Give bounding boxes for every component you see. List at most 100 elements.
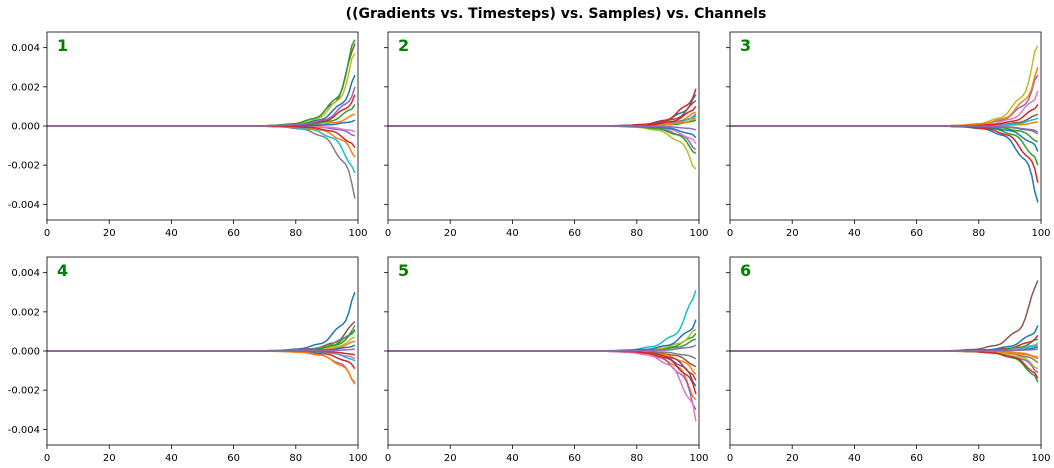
series-line: [730, 350, 1039, 374]
series-group: [47, 291, 356, 385]
series-line: [730, 325, 1039, 352]
y-tick-label: -0.004: [8, 200, 40, 211]
x-tick-label: 0: [385, 228, 391, 239]
series-line: [388, 350, 697, 422]
x-tick-label: 60: [227, 228, 240, 239]
x-tick-label: 60: [568, 453, 581, 464]
series-line: [47, 39, 356, 127]
series-line: [47, 53, 356, 127]
y-tick-label: 0.000: [11, 347, 40, 358]
panel-number-label: 4: [57, 261, 68, 280]
x-tick-label: 80: [630, 228, 643, 239]
series-line: [730, 125, 1039, 183]
series-line: [388, 344, 697, 352]
x-tick-label: 100: [689, 228, 708, 239]
panel-4: 0 20 40 60 80 100 -0.004 -0.002 0.000 0.002 0.004 4: [8, 256, 368, 464]
series-group: [730, 45, 1039, 203]
series-line: [47, 348, 356, 352]
series-line: [47, 125, 356, 174]
series-group: [388, 290, 697, 422]
y-tick-label: -0.004: [8, 425, 40, 436]
x-tick-label: 100: [1031, 228, 1050, 239]
series-group: [730, 280, 1039, 383]
x-tick-label: 80: [972, 228, 985, 239]
x-tick-label: 0: [44, 453, 50, 464]
x-tick-label: 40: [165, 228, 178, 239]
x-tick-label: 0: [385, 453, 391, 464]
series-line: [730, 125, 1039, 133]
panel-number-label: 1: [57, 36, 68, 55]
series-line: [730, 350, 1039, 379]
series-line: [730, 45, 1039, 127]
series-line: [388, 125, 697, 131]
x-tick-label: 100: [689, 453, 708, 464]
x-tick-label: 80: [972, 453, 985, 464]
x-tick-label: 20: [786, 453, 799, 464]
series-line: [388, 125, 697, 155]
x-tick-label: 20: [103, 453, 116, 464]
panel-1: 0 20 40 60 80 100 -0.004 -0.002 0.000 0.002 0.004 1: [8, 31, 368, 239]
y-tick-label: 0.004: [11, 268, 40, 279]
series-line: [730, 348, 1039, 352]
series-line: [47, 74, 356, 127]
series-line: [730, 334, 1039, 352]
series-line: [388, 350, 697, 395]
y-tick-label: -0.002: [8, 161, 40, 172]
series-line: [47, 329, 356, 352]
series-line: [388, 94, 697, 127]
panel-number-label: 3: [740, 36, 751, 55]
x-tick-label: 40: [848, 228, 861, 239]
series-line: [730, 280, 1039, 352]
x-tick-label: 40: [848, 453, 861, 464]
series-line: [730, 350, 1039, 383]
series-line: [47, 350, 356, 383]
x-tick-label: 100: [348, 228, 367, 239]
series-line: [388, 88, 697, 127]
x-tick-label: 60: [910, 228, 923, 239]
series-line: [388, 350, 697, 387]
series-line: [388, 350, 697, 401]
x-tick-label: 20: [444, 228, 457, 239]
panel-2: 0 20 40 60 80 100 2: [384, 31, 709, 239]
series-line: [730, 74, 1039, 127]
y-tick-label: -0.002: [8, 386, 40, 397]
panel-5: 0 20 40 60 80 100 5: [384, 256, 709, 464]
y-tick-label: 0.004: [11, 43, 40, 54]
panel-number-label: 6: [740, 261, 751, 280]
series-line: [47, 125, 356, 199]
series-line: [47, 86, 356, 127]
x-tick-label: 100: [1031, 453, 1050, 464]
y-tick-label: 0.002: [11, 307, 40, 318]
x-tick-label: 80: [289, 228, 302, 239]
x-tick-label: 80: [630, 453, 643, 464]
x-tick-label: 20: [786, 228, 799, 239]
x-tick-label: 60: [568, 228, 581, 239]
x-tick-label: 20: [103, 228, 116, 239]
series-group: [47, 39, 356, 199]
series-line: [388, 125, 697, 170]
x-tick-label: 0: [44, 228, 50, 239]
x-tick-label: 0: [727, 228, 733, 239]
x-tick-label: 0: [727, 453, 733, 464]
panel-6: 0 20 40 60 80 100 6: [726, 256, 1051, 464]
y-tick-label: 0.002: [11, 82, 40, 93]
x-tick-label: 60: [227, 453, 240, 464]
series-line: [388, 350, 697, 411]
x-tick-label: 20: [444, 453, 457, 464]
x-tick-label: 40: [506, 228, 519, 239]
series-line: [47, 43, 356, 127]
x-tick-label: 40: [506, 453, 519, 464]
x-tick-label: 60: [910, 453, 923, 464]
panel-number-label: 5: [398, 261, 409, 280]
x-tick-label: 100: [348, 453, 367, 464]
series-group: [388, 88, 697, 170]
y-tick-label: 0.000: [11, 122, 40, 133]
series-line: [47, 350, 356, 385]
series-line: [388, 99, 697, 127]
series-line: [47, 291, 356, 352]
series-line: [47, 330, 356, 352]
series-line: [388, 290, 697, 352]
panel-3: 0 20 40 60 80 100 3: [726, 31, 1051, 239]
